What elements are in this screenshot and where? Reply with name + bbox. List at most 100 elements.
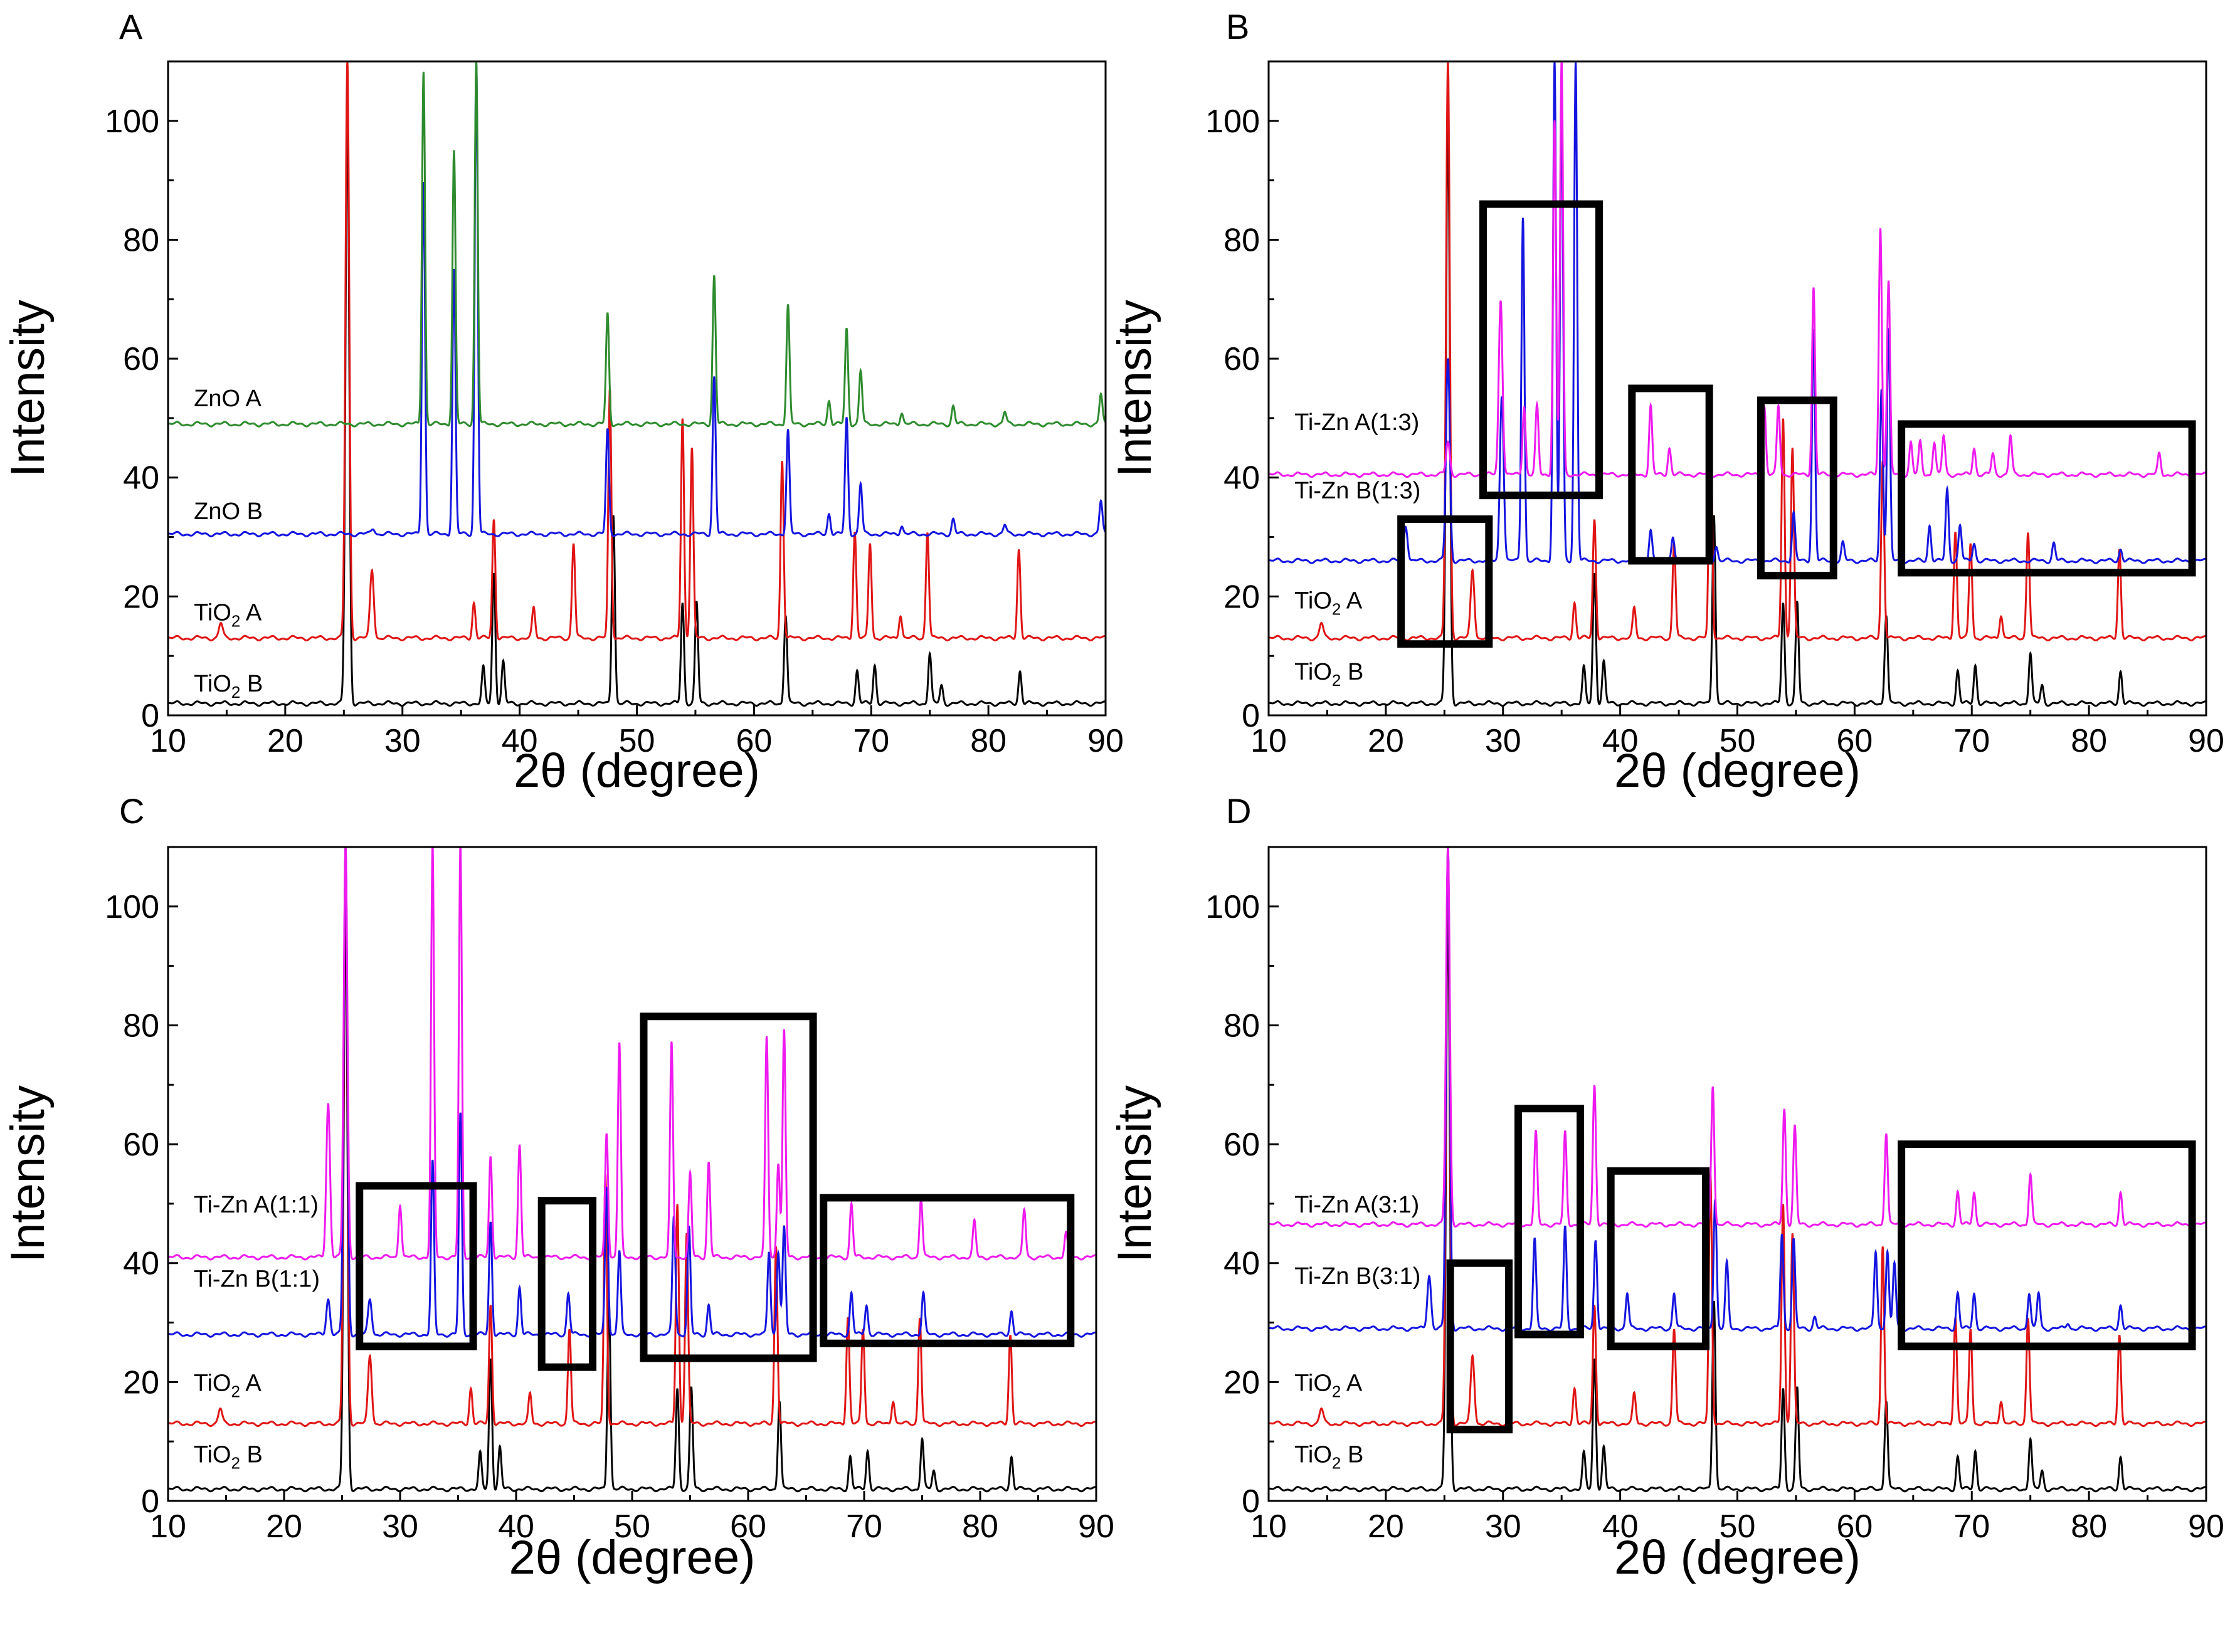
x-tick-label: 70 <box>846 1508 882 1545</box>
highlight-box <box>1898 420 2196 577</box>
highlight-box <box>1397 515 1493 648</box>
x-tick-label: 10 <box>1250 1508 1287 1545</box>
y-tick-label: 60 <box>123 1127 159 1163</box>
series-label: ZnO B <box>194 498 263 525</box>
y-tick-label: 20 <box>1223 579 1260 615</box>
x-tick-label: 10 <box>1250 723 1287 759</box>
highlight-box <box>1628 384 1713 565</box>
x-tick-label: 20 <box>1368 723 1404 759</box>
x-tick-label: 10 <box>150 723 186 759</box>
y-tick-label: 100 <box>105 103 159 140</box>
trace-tio2-b <box>1269 900 2206 1493</box>
trace-tio2-a <box>1269 61 2206 642</box>
y-tick-label: 80 <box>1223 222 1260 258</box>
x-tick-label: 30 <box>384 723 421 759</box>
y-tick-label: 100 <box>1205 103 1260 140</box>
trace-ti-zn-a-3-1- <box>1269 847 2206 1228</box>
trace-ti-zn-b-1-1- <box>168 847 1096 1338</box>
plot-frame <box>1267 60 2207 717</box>
y-axis-title: Intensity <box>1 1085 55 1263</box>
plot-frame <box>167 60 1107 717</box>
y-tick-label: 20 <box>123 1364 159 1401</box>
y-tick-label: 40 <box>123 1246 159 1282</box>
x-tick-label: 30 <box>1485 723 1521 759</box>
y-tick-label: 0 <box>141 698 159 734</box>
x-axis-title: 2θ (degree) <box>509 1531 756 1584</box>
highlight-box <box>1446 1259 1513 1434</box>
traces <box>1269 61 2206 707</box>
series-label: TiO2 A <box>194 1371 262 1401</box>
x-tick-label: 70 <box>853 723 889 759</box>
x-tick-label: 20 <box>1368 1508 1404 1545</box>
x-tick-label: 80 <box>2071 1508 2107 1545</box>
trace-ti-zn-b-1-3- <box>1269 61 2206 564</box>
y-tick-label: 20 <box>123 579 159 615</box>
trace-ti-zn-a-1-3- <box>1269 61 2206 478</box>
x-tick-label: 90 <box>1087 723 1124 759</box>
y-tick-label: 60 <box>1223 341 1260 377</box>
y-axis-title: Intensity <box>1108 1085 1161 1263</box>
series-label: Ti-Zn B(1:3) <box>1294 478 1420 504</box>
trace-tio2-b <box>168 900 1096 1493</box>
x-tick-label: 90 <box>2188 723 2224 759</box>
trace-zno-a <box>168 62 1106 428</box>
series-label: TiO2 A <box>1294 587 1363 618</box>
y-tick-label: 40 <box>1223 1246 1260 1282</box>
x-tick-label: 50 <box>619 723 655 759</box>
x-tick-label: 60 <box>736 723 772 759</box>
x-tick-label: 60 <box>1836 1508 1873 1545</box>
y-tick-label: 80 <box>1223 1008 1260 1044</box>
x-tick-label: 50 <box>1720 723 1756 759</box>
y-tick-label: 40 <box>1223 460 1260 497</box>
y-tick-label: 60 <box>123 341 159 377</box>
series-label: TiO2 B <box>1294 659 1363 690</box>
series-label: TiO2 B <box>194 671 263 702</box>
highlight-box <box>1514 1105 1585 1339</box>
x-tick-label: 40 <box>1602 723 1639 759</box>
y-tick-label: 80 <box>123 222 159 258</box>
x-tick-label: 70 <box>1953 723 1990 759</box>
highlight-box <box>1607 1167 1710 1350</box>
x-tick-label: 20 <box>267 723 304 759</box>
x-tick-label: 10 <box>150 1508 186 1545</box>
x-tick-label: 40 <box>1602 1508 1639 1545</box>
x-tick-label: 30 <box>382 1508 418 1545</box>
x-tick-label: 80 <box>962 1508 998 1545</box>
series-label: TiO2 A <box>194 599 262 630</box>
x-tick-label: 20 <box>266 1508 302 1545</box>
y-tick-label: 0 <box>141 1483 159 1520</box>
trace-ti-zn-b-3-1- <box>1269 847 2206 1332</box>
y-tick-label: 20 <box>1223 1364 1260 1401</box>
plot-frame <box>1267 846 2207 1502</box>
y-tick-label: 100 <box>105 889 159 925</box>
x-tick-label: 90 <box>1078 1508 1114 1545</box>
series-label: ZnO A <box>194 386 262 412</box>
series-label: TiO2 A <box>1294 1371 1363 1401</box>
x-tick-label: 60 <box>730 1508 766 1545</box>
y-tick-label: 40 <box>123 460 159 497</box>
x-tick-label: 50 <box>614 1508 650 1545</box>
panel-letter: A <box>119 7 143 46</box>
traces <box>1269 847 2206 1493</box>
series-label: Ti-Zn A(1:1) <box>194 1192 319 1218</box>
trace-tio2-a <box>1269 847 2206 1428</box>
panel-letter: B <box>1226 7 1249 46</box>
trace-tio2-a <box>168 847 1096 1428</box>
series-label: Ti-Zn B(1:1) <box>194 1266 320 1293</box>
x-tick-label: 60 <box>1836 723 1873 759</box>
traces <box>168 847 1096 1493</box>
x-tick-label: 50 <box>1720 1508 1756 1545</box>
trace-tio2-b <box>1269 114 2206 707</box>
x-tick-label: 80 <box>970 723 1007 759</box>
x-tick-label: 40 <box>502 723 538 759</box>
panel-d: D Ti-Zn A(3:1) Ti-Zn B(3:1) TiO2 A TiO2 B 10 2… <box>1108 791 2224 1584</box>
x-tick-label: 40 <box>498 1508 534 1545</box>
x-axis-title: 2θ (degree) <box>514 744 760 797</box>
y-tick-label: 0 <box>1242 698 1260 734</box>
traces <box>168 61 1106 707</box>
x-tick-label: 70 <box>1953 1508 1990 1545</box>
series-label: TiO2 B <box>194 1441 263 1472</box>
highlight-box <box>1757 396 1837 580</box>
panel-letter: C <box>119 791 144 831</box>
panel-a: A ZnO A ZnO B TiO2 A TiO2 B 10 20 30 40 50 60 70 80 9… <box>1 7 1124 797</box>
